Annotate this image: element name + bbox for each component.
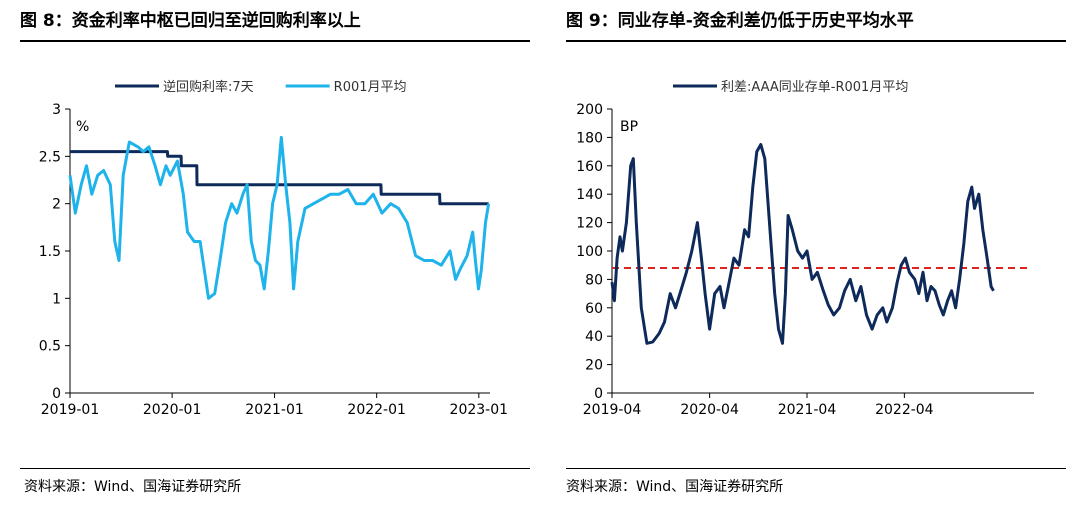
title-underline-left <box>20 40 530 42</box>
y-tick-label: 140 <box>576 187 603 203</box>
y-tick-label: 1 <box>52 291 61 307</box>
unit-label: BP <box>620 119 638 135</box>
y-tick-label: 20 <box>585 358 603 374</box>
x-tick-label: 2021-01 <box>245 402 304 418</box>
y-tick-label: 3 <box>52 102 61 118</box>
y-tick-label: 0 <box>52 386 61 402</box>
chart-figure-8: 0 0.5 1 1.5 2 2.5 3 2019-01 2020-01 2021-01 2022-0… <box>39 79 509 418</box>
y-tick-label: 0 <box>594 386 603 402</box>
x-tick-label: 2022-04 <box>875 402 934 418</box>
unit-label: % <box>76 119 89 135</box>
y-tick-label: 160 <box>576 159 603 175</box>
y-tick-label: 100 <box>576 244 603 260</box>
series-line-2 <box>68 135 491 300</box>
y-tick-label: 40 <box>585 329 603 345</box>
source-note-right: 资料来源：Wind、国海证券研究所 <box>566 479 784 495</box>
figure-8-title: 图 8：资金利率中枢已回归至逆回购利率以上 <box>20 11 361 31</box>
x-tick-label: 2023-01 <box>450 402 509 418</box>
x-tick-label: 2022-01 <box>347 402 406 418</box>
x-tick-label: 2019-04 <box>583 402 642 418</box>
y-tick-label: 120 <box>576 216 603 232</box>
y-tick-label: 2 <box>52 197 61 213</box>
y-tick-label: 60 <box>585 301 603 317</box>
source-rule-left <box>20 468 530 469</box>
y-tick-label: 1.5 <box>39 244 61 260</box>
x-tick-label: 2019-01 <box>41 402 100 418</box>
x-tick-label: 2020-01 <box>143 402 202 418</box>
legend-label-1: 逆回购利率:7天 <box>163 79 254 95</box>
y-tick-label: 2.5 <box>39 149 61 165</box>
chart-figure-9: 0 20 40 60 80 100 120 140 160 180 200 2019-04 2020-0… <box>576 80 1034 418</box>
legend-label-1: 利差:AAA同业存单-R001月平均 <box>721 80 908 95</box>
figure-9-title: 图 9：同业存单-资金利差仍低于历史平均水平 <box>566 11 914 31</box>
legend-label-2: R001月平均 <box>334 80 407 95</box>
source-rule-right <box>566 468 1066 469</box>
series-line-1 <box>70 150 489 206</box>
x-tick-label: 2020-04 <box>680 402 739 418</box>
y-tick-label: 0.5 <box>39 339 61 355</box>
y-tick-label: 200 <box>576 102 603 118</box>
x-tick-label: 2021-04 <box>778 402 837 418</box>
y-tick-label: 180 <box>576 130 603 146</box>
title-underline-right <box>566 40 1066 42</box>
source-note-left: 资料来源：Wind、国海证券研究所 <box>24 479 242 495</box>
series-line-1 <box>610 143 995 345</box>
y-tick-label: 80 <box>585 272 603 288</box>
